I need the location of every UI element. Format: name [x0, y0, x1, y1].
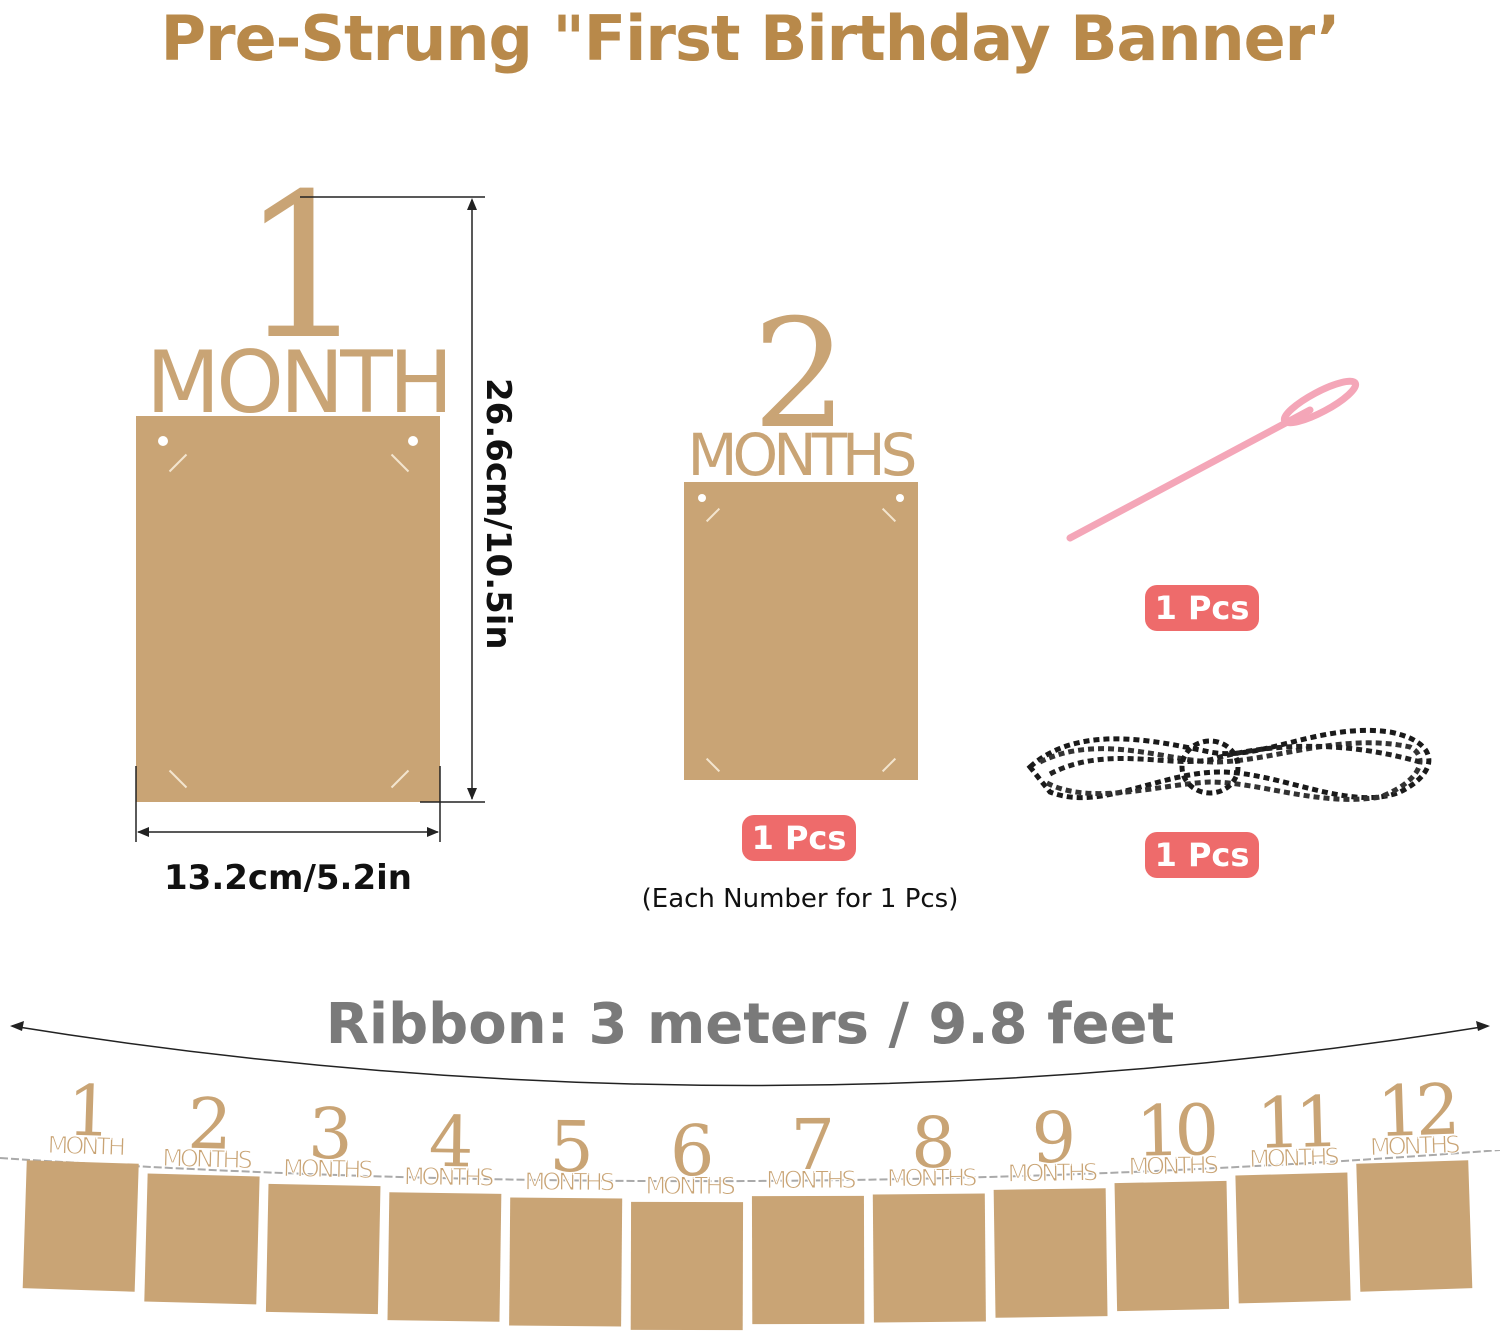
twine-icon [1026, 727, 1432, 802]
banner-card: 3 MONTHS [262, 1092, 386, 1320]
banner-card: 6 MONTHS [627, 1110, 748, 1336]
banner-card: 1 MONTH [19, 1070, 146, 1299]
banner-card: 10 MONTHS [1109, 1090, 1233, 1317]
banner-card-body [22, 1160, 139, 1293]
banner-card-word: MONTHS [1128, 1151, 1217, 1182]
banner-card: 9 MONTHS [988, 1097, 1111, 1324]
page-title: Pre-Strung "First Birthday Banner’ [160, 2, 1341, 75]
banner-card-body [387, 1191, 502, 1322]
banner-string [0, 1150, 1500, 1183]
banner-card-body [144, 1173, 260, 1305]
banner-card: 4 MONTHS [383, 1100, 506, 1328]
banner-card-word: MONTHS [766, 1165, 855, 1194]
medium-card-number: 2 [752, 288, 848, 462]
large-card-word: MONTH [146, 333, 453, 433]
medium-card-word: MONTHS [687, 421, 918, 489]
banner-card-body [265, 1183, 381, 1314]
banner-card-body [1356, 1160, 1473, 1293]
banner-card: 2 MONTHS [140, 1082, 266, 1310]
banner-card-body [1114, 1181, 1230, 1312]
banner-card-word: MONTHS [282, 1153, 371, 1184]
banner-card-word: MONTHS [1248, 1142, 1338, 1173]
banner-card: 11 MONTHS [1229, 1080, 1355, 1309]
width-dimension-label: 13.2cm/5.2in [164, 858, 412, 898]
banner-card-word: MONTHS [886, 1163, 975, 1193]
banner-card-body [630, 1201, 744, 1330]
banner-card-body [1235, 1172, 1351, 1303]
banner-card-body [872, 1193, 986, 1322]
banner-card-body [509, 1197, 623, 1327]
banner-card-word: MONTHS [403, 1162, 492, 1192]
ribbon-length-label: Ribbon: 3 meters / 9.8 feet [325, 992, 1175, 1057]
twine-qty-badge: 1 Pcs [1145, 832, 1259, 878]
large-card-number: 1 [240, 151, 368, 384]
medium-card-note: (Each Number for 1 Pcs) [641, 884, 959, 914]
large-card [136, 416, 440, 802]
banner-card-body [751, 1195, 865, 1324]
banner-card-word: MONTH [47, 1131, 124, 1162]
banner-card: 8 MONTHS [868, 1101, 990, 1328]
needle-icon [1066, 377, 1360, 542]
banner-card-word: MONTHS [1369, 1130, 1458, 1162]
banner-card: 12 MONTHS [1350, 1069, 1477, 1299]
medium-card-qty-badge: 1 Pcs [742, 815, 856, 861]
needle-qty-badge: 1 Pcs [1145, 585, 1259, 631]
banner-card-word: MONTHS [645, 1171, 734, 1200]
ribbon-arc [10, 1021, 1490, 1087]
banner-card-word: MONTHS [524, 1167, 613, 1197]
height-dimension-label: 26.6cm/10.5in [478, 378, 518, 650]
dimension-lines [135, 196, 485, 842]
banner-card: 5 MONTHS [505, 1106, 627, 1333]
banner-card: 7 MONTHS [748, 1104, 869, 1330]
medium-card [684, 482, 918, 780]
banner-card-body [993, 1188, 1108, 1318]
banner-card-word: MONTHS [1007, 1158, 1096, 1188]
banner-card-word: MONTHS [161, 1143, 251, 1174]
